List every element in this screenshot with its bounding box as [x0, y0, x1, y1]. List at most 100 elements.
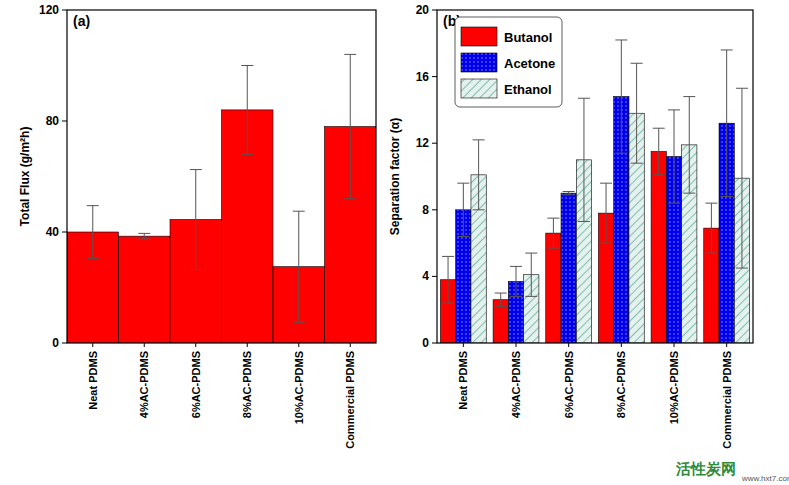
error-line: [553, 218, 554, 248]
error-line: [583, 98, 584, 221]
error-line: [674, 110, 675, 203]
watermark-text: 活性炭网: [675, 460, 736, 478]
error-cap: [138, 238, 150, 239]
watermark-url: www.hxt7.com: [741, 474, 789, 483]
x-tick-label: 10%AC-PDMS: [293, 351, 305, 424]
bar: [561, 193, 576, 343]
error-bar: [87, 206, 99, 259]
y-tick: [62, 10, 67, 11]
y-tick-label: 8: [422, 203, 429, 217]
x-tick: [298, 343, 299, 347]
error-cap: [87, 258, 99, 259]
error-cap: [87, 205, 99, 206]
error-bar: [495, 293, 507, 306]
error-cap: [473, 209, 485, 210]
plot-frame: [437, 10, 753, 343]
error-line: [606, 183, 607, 243]
legend-swatch: [461, 53, 497, 72]
error-bar: [525, 253, 537, 296]
error-bar: [442, 256, 454, 303]
legend-box: [455, 17, 562, 107]
legend-label: Ethanol: [504, 82, 552, 97]
error-bar: [721, 50, 733, 197]
error-cap: [668, 109, 680, 110]
legend-label: Acetone: [504, 56, 555, 71]
error-line: [689, 97, 690, 194]
y-tick-label: 16: [416, 70, 430, 84]
y-tick-label: 20: [416, 3, 430, 17]
error-line: [711, 203, 712, 253]
error-line: [195, 170, 196, 270]
x-tick: [463, 343, 464, 347]
error-line: [500, 293, 501, 306]
error-cap: [705, 253, 717, 254]
y-tick: [62, 343, 67, 344]
bar: [546, 233, 561, 343]
error-cap: [736, 88, 748, 89]
y-tick: [432, 143, 437, 144]
error-cap: [653, 174, 665, 175]
error-line: [298, 211, 299, 322]
error-cap: [495, 306, 507, 307]
error-bar: [510, 266, 522, 296]
error-line: [350, 54, 351, 198]
error-cap: [241, 154, 253, 155]
x-tick-label: Neat PDMS: [457, 351, 469, 410]
y-axis-label: Separation factor (α): [388, 118, 402, 235]
y-tick-label: 0: [52, 336, 59, 350]
error-bar: [241, 66, 253, 155]
y-tick-label: 0: [422, 336, 429, 350]
error-bar: [736, 88, 748, 268]
error-cap: [631, 163, 643, 164]
legend-swatch: [461, 79, 497, 98]
legend: Butanol Acetone Ethanol: [455, 17, 562, 107]
y-tick: [432, 276, 437, 277]
error-cap: [578, 221, 590, 222]
y-tick-label: 120: [39, 3, 59, 17]
x-tick-label: 8%AC-PDMS: [241, 351, 253, 418]
error-cap: [578, 98, 590, 99]
error-cap: [668, 203, 680, 204]
error-cap: [615, 153, 627, 154]
error-cap: [653, 128, 665, 129]
error-cap: [190, 169, 202, 170]
error-cap: [736, 268, 748, 269]
y-tick-label: 80: [46, 114, 60, 128]
legend-swatch: [461, 27, 497, 46]
chart: 048121620Neat PDMS4%AC-PDMS6%AC-PDMS8%AC…: [388, 3, 753, 449]
error-cap: [547, 218, 559, 219]
error-cap: [525, 296, 537, 297]
panel-title: (a): [73, 13, 90, 29]
x-tick: [568, 343, 569, 347]
x-tick-label: Commercial PDMS: [344, 351, 356, 449]
error-bar: [190, 170, 202, 270]
error-cap: [705, 203, 717, 204]
x-tick: [621, 343, 622, 347]
error-bar: [344, 54, 356, 198]
error-cap: [547, 248, 559, 249]
error-cap: [344, 198, 356, 199]
error-bar: [615, 40, 627, 153]
error-bar: [563, 191, 575, 194]
error-cap: [473, 139, 485, 140]
error-cap: [442, 256, 454, 257]
error-cap: [293, 322, 305, 323]
error-cap: [510, 266, 522, 267]
x-tick: [674, 343, 675, 347]
x-tick-label: Commercial PDMS: [721, 351, 733, 449]
x-tick: [726, 343, 727, 347]
error-line: [741, 88, 742, 268]
error-cap: [510, 296, 522, 297]
error-cap: [721, 49, 733, 50]
x-tick-label: 6%AC-PDMS: [190, 351, 202, 418]
bar: [119, 236, 171, 343]
plot-area: [440, 40, 749, 343]
error-line: [516, 266, 517, 296]
y-tick: [432, 10, 437, 11]
y-tick-label: 40: [46, 225, 60, 239]
error-cap: [138, 233, 150, 234]
error-cap: [683, 96, 695, 97]
legend-label: Butanol: [504, 30, 552, 45]
error-line: [144, 233, 145, 239]
error-cap: [563, 191, 575, 192]
